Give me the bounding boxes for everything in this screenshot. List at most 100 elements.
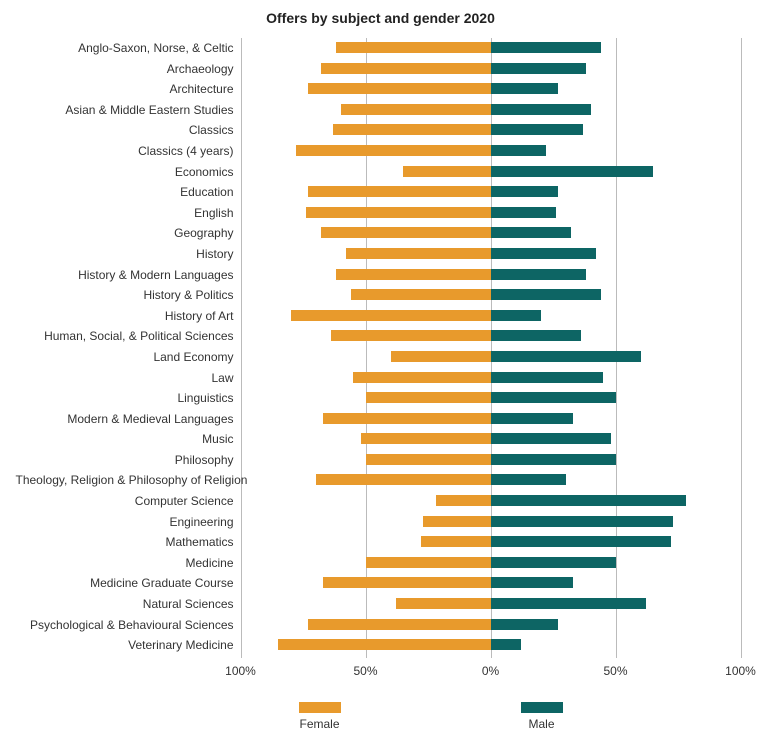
bar-female (403, 166, 491, 177)
table-row: Natural Sciences (241, 594, 741, 615)
bar-female (361, 433, 491, 444)
bar-male (491, 289, 601, 300)
bar-male (491, 63, 586, 74)
bar-female (396, 598, 491, 609)
bar-male (491, 248, 596, 259)
legend-label-male: Male (521, 717, 563, 731)
bar-male (491, 536, 671, 547)
gridline (741, 38, 742, 658)
row-label: Anglo-Saxon, Norse, & Celtic (16, 38, 234, 59)
bar-male (491, 372, 604, 383)
bar-female (353, 372, 491, 383)
row-label: Medicine (16, 553, 234, 574)
x-axis: 100%50%0%50%100% (241, 662, 741, 682)
bar-female (391, 351, 491, 362)
table-row: Theology, Religion & Philosophy of Relig… (241, 470, 741, 491)
legend-label-female: Female (299, 717, 341, 731)
row-label: Natural Sciences (16, 594, 234, 615)
table-row: Veterinary Medicine (241, 635, 741, 656)
bar-male (491, 186, 559, 197)
legend-swatch-female (299, 702, 341, 713)
table-row: Medicine Graduate Course (241, 573, 741, 594)
bar-female (308, 83, 491, 94)
bar-female (436, 495, 491, 506)
bar-female (308, 186, 491, 197)
table-row: Archaeology (241, 59, 741, 80)
bar-female (323, 413, 491, 424)
table-row: History (241, 244, 741, 265)
row-label: History & Politics (16, 285, 234, 306)
x-tick-label: 100% (225, 664, 256, 678)
legend-item-female: Female (299, 702, 341, 731)
bar-female (341, 104, 491, 115)
row-label: Modern & Medieval Languages (16, 409, 234, 430)
bar-male (491, 166, 654, 177)
table-row: Law (241, 368, 741, 389)
row-label: Mathematics (16, 532, 234, 553)
bar-male (491, 310, 541, 321)
bar-male (491, 124, 584, 135)
row-label: History & Modern Languages (16, 265, 234, 286)
row-label: Law (16, 368, 234, 389)
row-label: Economics (16, 162, 234, 183)
bar-female (336, 42, 491, 53)
legend-item-male: Male (521, 702, 563, 731)
bar-male (491, 598, 646, 609)
table-row: Psychological & Behavioural Sciences (241, 615, 741, 636)
row-label: History (16, 244, 234, 265)
table-row: Linguistics (241, 388, 741, 409)
bar-female (306, 207, 491, 218)
bar-male (491, 474, 566, 485)
bar-female (321, 227, 491, 238)
table-row: History & Politics (241, 285, 741, 306)
table-row: Land Economy (241, 347, 741, 368)
bar-male (491, 516, 674, 527)
bar-male (491, 495, 686, 506)
table-row: Economics (241, 162, 741, 183)
row-label: Human, Social, & Political Sciences (16, 326, 234, 347)
bar-male (491, 577, 574, 588)
table-row: Engineering (241, 512, 741, 533)
bar-female (321, 63, 491, 74)
bar-male (491, 330, 581, 341)
table-row: Asian & Middle Eastern Studies (241, 100, 741, 121)
bar-female (351, 289, 491, 300)
row-label: Engineering (16, 512, 234, 533)
row-label: English (16, 203, 234, 224)
row-label: Medicine Graduate Course (16, 573, 234, 594)
bar-male (491, 639, 521, 650)
bar-female (366, 557, 491, 568)
legend-swatch-male (521, 702, 563, 713)
chart-container: Anglo-Saxon, Norse, & CelticArchaeology A… (21, 38, 741, 731)
bar-male (491, 413, 574, 424)
table-row: Philosophy (241, 450, 741, 471)
row-label: Psychological & Behavioural Sciences (16, 615, 234, 636)
bar-female (296, 145, 491, 156)
bar-male (491, 269, 586, 280)
x-tick-label: 50% (353, 664, 377, 678)
row-label: Architecture (16, 79, 234, 100)
bar-female (366, 392, 491, 403)
table-row: Geography (241, 223, 741, 244)
table-row: History of Art (241, 306, 741, 327)
table-row: Classics (4 years) (241, 141, 741, 162)
bar-male (491, 145, 546, 156)
bar-male (491, 392, 616, 403)
bar-female (291, 310, 491, 321)
row-label: Linguistics (16, 388, 234, 409)
bar-male (491, 42, 601, 53)
bar-female (366, 454, 491, 465)
table-row: Computer Science (241, 491, 741, 512)
table-row: Anglo-Saxon, Norse, & Celtic (241, 38, 741, 59)
table-row: Music (241, 429, 741, 450)
table-row: Education (241, 182, 741, 203)
row-label: Classics (4 years) (16, 141, 234, 162)
table-row: Mathematics (241, 532, 741, 553)
table-row: Classics (241, 120, 741, 141)
table-row: Medicine (241, 553, 741, 574)
row-label: Computer Science (16, 491, 234, 512)
bar-female (308, 619, 491, 630)
bar-male (491, 557, 616, 568)
x-tick-label: 0% (482, 664, 499, 678)
row-label: Music (16, 429, 234, 450)
